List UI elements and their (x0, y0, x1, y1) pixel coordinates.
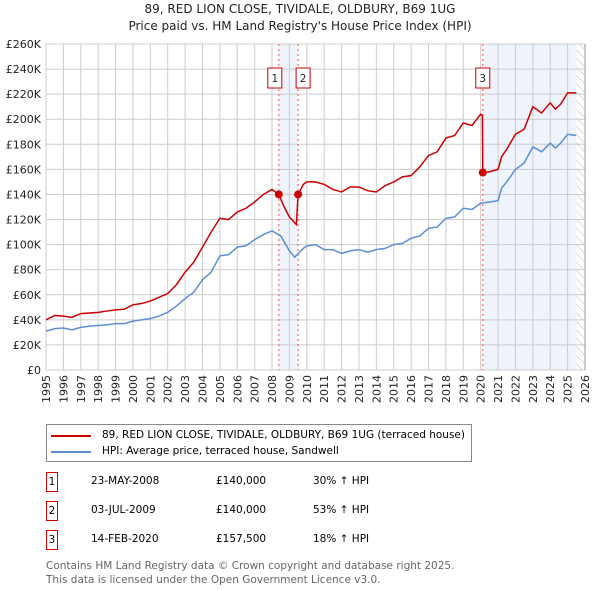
legend-label: 89, RED LION CLOSE, TIVIDALE, OLDBURY, B… (102, 429, 465, 441)
x-tick-label: 2003 (179, 375, 192, 403)
x-tick-label: 1996 (57, 375, 70, 403)
legend-label: HPI: Average price, terraced house, Sand… (102, 445, 339, 457)
y-tick-label: £60K (13, 289, 42, 302)
x-tick-label: 2020 (475, 375, 488, 403)
x-tick-label: 2009 (283, 375, 296, 403)
legend: 89, RED LION CLOSE, TIVIDALE, OLDBURY, B… (46, 424, 472, 462)
sale-price: £140,000 (216, 504, 267, 516)
x-tick-label: 2021 (492, 375, 505, 403)
x-tick-label: 2017 (423, 375, 436, 403)
y-tick-label: £100K (6, 239, 42, 252)
legend-item-hpi: HPI: Average price, terraced house, Sand… (51, 445, 339, 458)
sale-date: 03-JUL-2009 (91, 504, 156, 516)
x-tick-label: 2006 (231, 375, 244, 403)
sale-date: 14-FEB-2020 (91, 533, 159, 545)
sale-point (274, 190, 283, 199)
y-tick-label: £0 (27, 364, 41, 377)
y-tick-label: £260K (6, 38, 42, 51)
sale-price: £140,000 (216, 475, 267, 487)
sale-point (478, 168, 487, 177)
y-tick-label: £160K (6, 163, 42, 176)
x-tick-label: 2001 (144, 375, 157, 403)
red-line-swatch (51, 434, 91, 437)
sale-label: 2 (300, 73, 307, 85)
sale-number-badge: 2 (46, 501, 58, 521)
y-tick-label: £200K (6, 113, 42, 126)
chart-subtitle: Price paid vs. HM Land Registry's House … (128, 19, 472, 33)
sale-label: 3 (479, 73, 486, 85)
x-tick-label: 2000 (127, 375, 140, 403)
series-line (45, 92, 577, 321)
series-line (45, 133, 577, 332)
y-tick-label: £180K (6, 138, 42, 151)
x-tick-label: 1999 (110, 375, 123, 403)
footer-licence: This data is licensed under the Open Gov… (46, 574, 381, 586)
sale-row: 3 14-FEB-2020 £157,500 18% ↑ HPI (46, 530, 446, 550)
y-tick-label: £20K (13, 339, 42, 352)
price-chart: 1995 1996 1997 1998 1999 2000 2001 2002 2003 2004… (6, 38, 592, 403)
sale-label-box (267, 67, 283, 89)
x-tick-label: 2002 (162, 375, 175, 403)
sale-date: 23-MAY-2008 (91, 475, 160, 487)
sale-point (294, 190, 303, 199)
sale-number-badge: 1 (46, 472, 58, 492)
x-tick-label: 2010 (301, 375, 314, 403)
legend-item-property: 89, RED LION CLOSE, TIVIDALE, OLDBURY, B… (51, 429, 465, 442)
x-tick-label: 2011 (318, 375, 331, 403)
forecast-hatch (576, 44, 585, 370)
shaded-period (278, 44, 299, 370)
sale-hpi-diff: 18% ↑ HPI (313, 533, 370, 545)
blue-line-swatch (51, 450, 91, 453)
footer-copyright: Contains HM Land Registry data © Crown c… (46, 560, 455, 572)
x-tick-label: 1995 (40, 375, 53, 403)
x-tick-label: 2016 (405, 375, 418, 403)
sale-label-box (475, 67, 491, 89)
x-tick-label: 2025 (562, 375, 575, 403)
sale-hpi-diff: 53% ↑ HPI (313, 504, 370, 516)
sale-label: 1 (271, 73, 278, 85)
x-tick-label: 2014 (370, 375, 383, 403)
x-tick-label: 2022 (509, 375, 522, 403)
x-tick-label: 2018 (440, 375, 453, 403)
x-tick-label: 2023 (527, 375, 540, 403)
x-tick-label: 2019 (457, 375, 470, 403)
x-tick-label: 2024 (544, 375, 557, 403)
sale-number-badge: 3 (46, 530, 58, 550)
y-tick-label: £40K (13, 314, 42, 327)
x-tick-label: 2007 (249, 375, 262, 403)
sale-price: £157,500 (216, 533, 267, 545)
x-tick-label: 2008 (266, 375, 279, 403)
x-tick-label: 2015 (388, 375, 401, 403)
x-tick-label: 1998 (92, 375, 105, 403)
sale-hpi-diff: 30% ↑ HPI (313, 475, 370, 487)
x-tick-label: 1997 (75, 375, 88, 403)
shaded-period (482, 44, 577, 370)
chart-title: 89, RED LION CLOSE, TIVIDALE, OLDBURY, B… (144, 2, 456, 16)
y-tick-label: £120K (6, 214, 42, 227)
x-tick-label: 2013 (353, 375, 366, 403)
x-tick-label: 2004 (196, 375, 209, 403)
x-tick-label: 2012 (336, 375, 349, 403)
sale-row: 1 23-MAY-2008 £140,000 30% ↑ HPI (46, 472, 446, 492)
y-tick-label: £80K (13, 264, 42, 277)
y-tick-label: £220K (6, 88, 42, 101)
x-tick-label: 2026 (579, 375, 592, 403)
y-tick-label: £240K (6, 63, 42, 76)
sale-row: 2 03-JUL-2009 £140,000 53% ↑ HPI (46, 501, 446, 521)
y-tick-label: £140K (6, 188, 42, 201)
x-tick-label: 2005 (214, 375, 227, 403)
sale-label-box (295, 67, 311, 89)
